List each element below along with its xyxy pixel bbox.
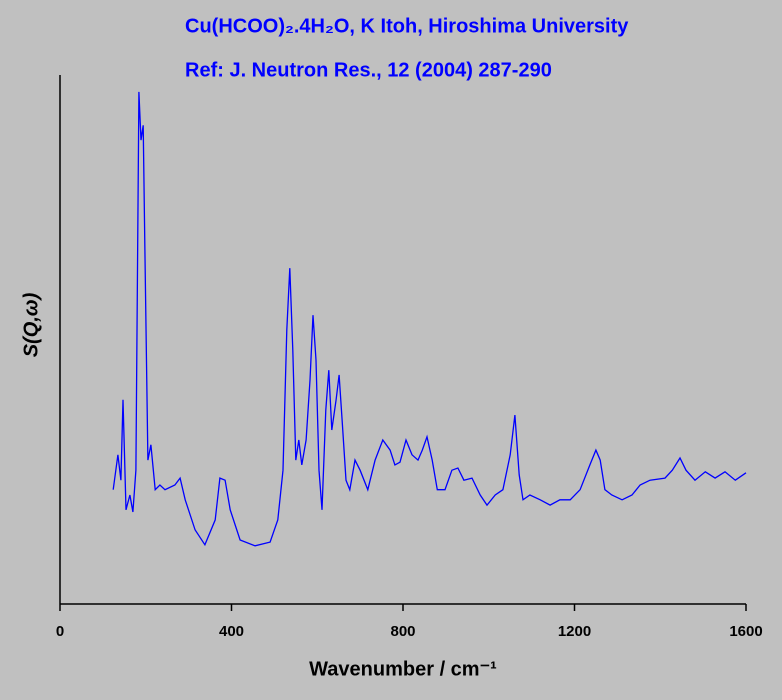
spectrum-line <box>112 91 747 547</box>
chart-title: Cu(HCOO)₂.4H₂O, K Itoh, Hiroshima Univer… <box>185 15 629 37</box>
x-tick-label: 1600 <box>729 623 762 640</box>
x-tick-label: 0 <box>56 623 64 640</box>
x-tick-label: 1200 <box>558 623 591 640</box>
y-axis-label: S(Q,ω) <box>20 292 42 357</box>
x-tick-label: 400 <box>219 623 244 640</box>
x-tick-label: 800 <box>390 623 415 640</box>
x-axis-label: Wavenumber / cm⁻¹ <box>309 658 497 680</box>
chart-subtitle: Ref: J. Neutron Res., 12 (2004) 287-290 <box>185 59 552 81</box>
